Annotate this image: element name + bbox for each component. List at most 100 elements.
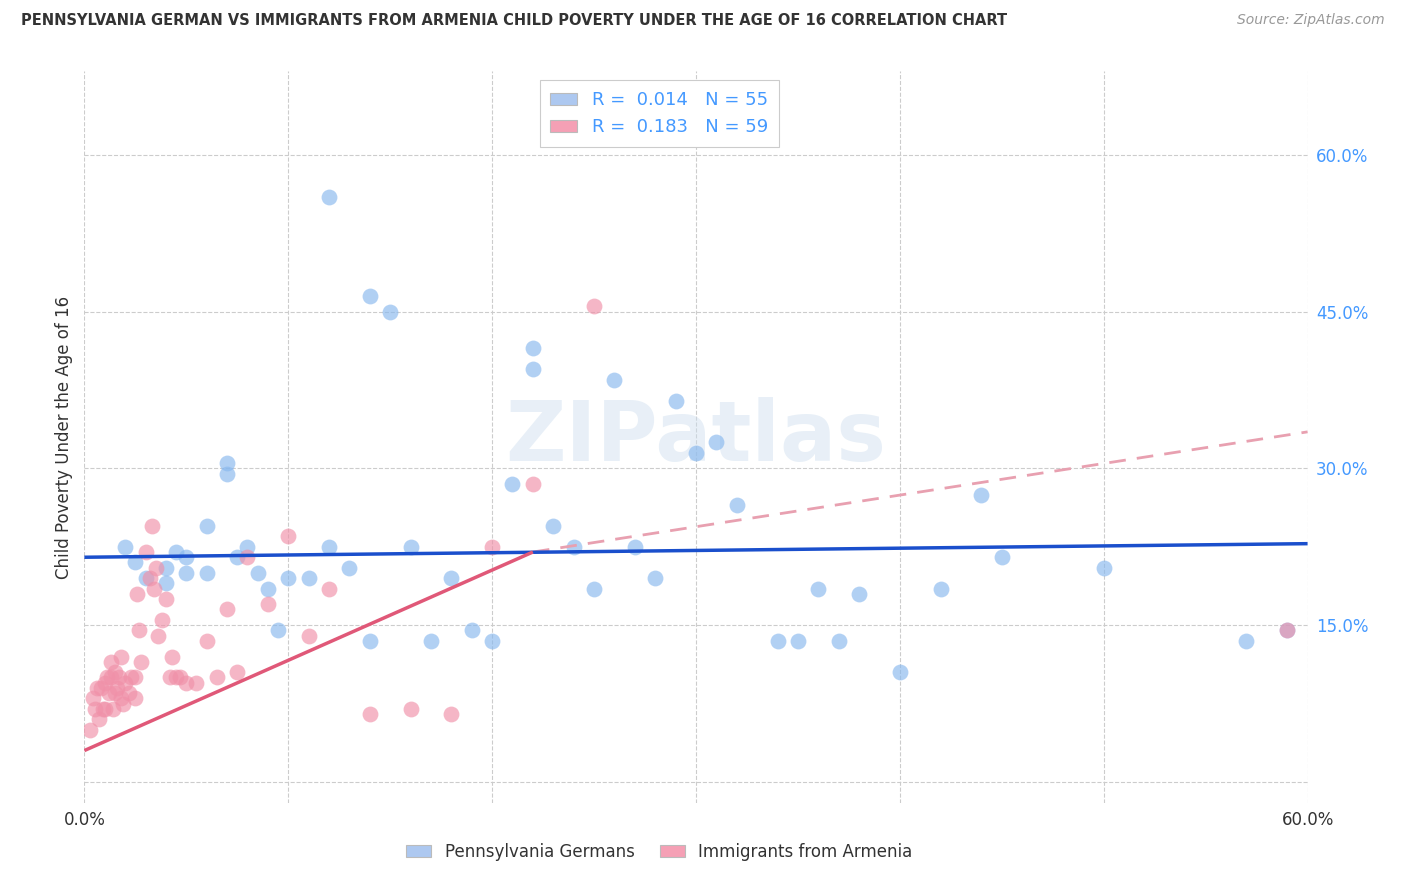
Point	[440, 571, 463, 585]
Point	[110, 691, 132, 706]
Point	[807, 582, 830, 596]
Point	[359, 633, 381, 648]
Point	[420, 633, 443, 648]
Point	[120, 670, 142, 684]
Point	[97, 686, 120, 700]
Point	[848, 587, 870, 601]
Point	[1275, 624, 1298, 638]
Point	[186, 675, 208, 690]
Point	[257, 582, 280, 596]
Point	[146, 629, 169, 643]
Point	[93, 702, 115, 716]
Point	[124, 556, 146, 570]
Point	[110, 649, 132, 664]
Point	[501, 477, 523, 491]
Point	[318, 190, 340, 204]
Point	[124, 670, 146, 684]
Point	[359, 706, 381, 721]
Point	[174, 550, 197, 565]
Point	[114, 675, 136, 690]
Point	[461, 624, 484, 638]
Point	[195, 566, 218, 580]
Point	[380, 304, 402, 318]
Point	[104, 665, 127, 680]
Point	[155, 560, 177, 574]
Point	[82, 691, 104, 706]
Point	[644, 571, 666, 585]
Point	[169, 670, 191, 684]
Point	[1092, 560, 1115, 574]
Point	[86, 681, 108, 695]
Point	[127, 587, 149, 601]
Point	[114, 540, 136, 554]
Point	[138, 571, 160, 585]
Point	[236, 540, 259, 554]
Point	[205, 670, 228, 684]
Point	[174, 675, 197, 690]
Point	[522, 477, 544, 491]
Point	[195, 519, 218, 533]
Point	[100, 655, 122, 669]
Point	[257, 597, 280, 611]
Point	[104, 686, 127, 700]
Point	[318, 582, 340, 596]
Point	[929, 582, 952, 596]
Point	[142, 582, 165, 596]
Point	[155, 576, 177, 591]
Point	[725, 498, 748, 512]
Point	[108, 670, 131, 684]
Point	[624, 540, 647, 554]
Point	[128, 624, 150, 638]
Point	[246, 566, 269, 580]
Point	[543, 519, 565, 533]
Point	[174, 566, 197, 580]
Point	[298, 571, 321, 585]
Text: Source: ZipAtlas.com: Source: ZipAtlas.com	[1237, 13, 1385, 28]
Point	[145, 560, 167, 574]
Point	[150, 613, 173, 627]
Point	[118, 686, 141, 700]
Point	[217, 602, 239, 616]
Legend: Pennsylvania Germans, Immigrants from Armenia: Pennsylvania Germans, Immigrants from Ar…	[399, 837, 920, 868]
Point	[96, 670, 118, 684]
Point	[79, 723, 101, 737]
Point	[1275, 624, 1298, 638]
Point	[112, 697, 135, 711]
Point	[135, 545, 157, 559]
Point	[93, 675, 115, 690]
Point	[399, 540, 422, 554]
Point	[141, 519, 163, 533]
Point	[399, 702, 422, 716]
Point	[236, 550, 259, 565]
Point	[135, 571, 157, 585]
Point	[165, 670, 187, 684]
Point	[970, 487, 993, 501]
Point	[101, 702, 124, 716]
Point	[91, 702, 114, 716]
Point	[522, 362, 544, 376]
Point	[889, 665, 911, 680]
Point	[704, 435, 728, 450]
Point	[827, 633, 849, 648]
Point	[105, 681, 128, 695]
Point	[766, 633, 789, 648]
Point	[359, 289, 381, 303]
Point	[90, 681, 112, 695]
Point	[226, 665, 249, 680]
Point	[318, 540, 340, 554]
Point	[217, 467, 239, 481]
Point	[298, 629, 321, 643]
Point	[267, 624, 290, 638]
Point	[124, 691, 146, 706]
Point	[1234, 633, 1257, 648]
Point	[440, 706, 463, 721]
Point	[603, 373, 626, 387]
Point	[195, 633, 218, 648]
Point	[582, 300, 605, 314]
Point	[582, 582, 605, 596]
Point	[160, 649, 183, 664]
Y-axis label: Child Poverty Under the Age of 16: Child Poverty Under the Age of 16	[55, 295, 73, 579]
Point	[664, 393, 686, 408]
Point	[87, 712, 110, 726]
Point	[155, 592, 177, 607]
